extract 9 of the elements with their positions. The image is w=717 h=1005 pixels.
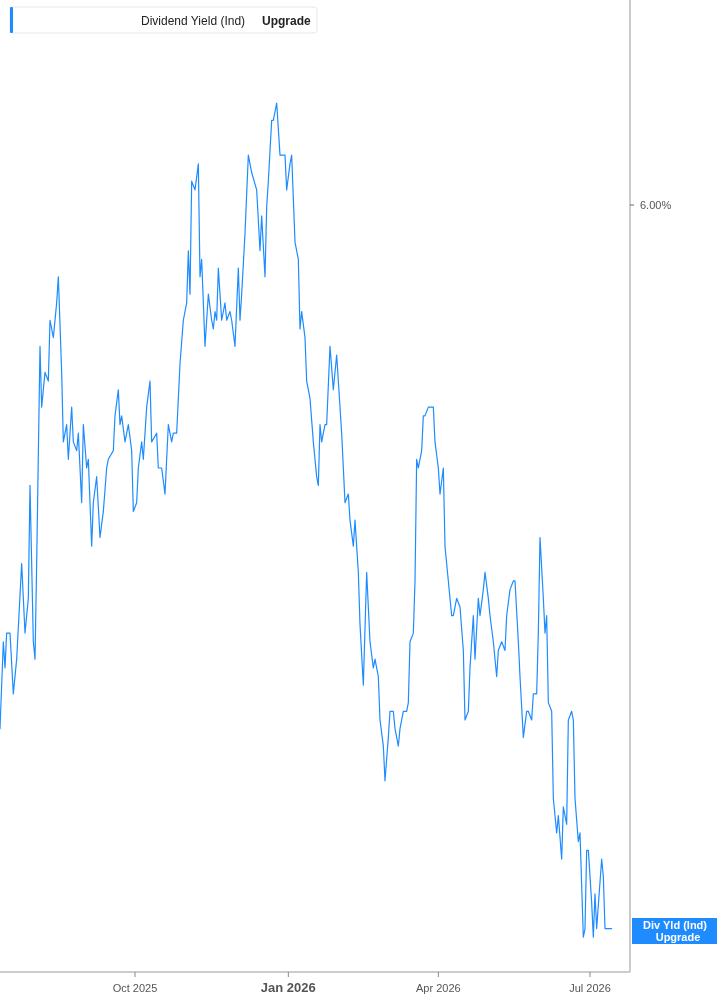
text: 6.00% — [640, 199, 672, 211]
text: Upgrade — [655, 931, 701, 943]
text: Dividend Yield (Ind) — [141, 13, 246, 28]
text: Upgrade — [262, 13, 311, 28]
x-tick-label: Apr 2026 — [416, 982, 461, 994]
x-tick-label: Jan 2026 — [260, 980, 316, 995]
x-tick-label: Jul 2026 — [569, 982, 611, 994]
x-tick-label: Oct 2025 — [112, 982, 158, 994]
text: Div Yld (Ind) — [643, 919, 708, 931]
